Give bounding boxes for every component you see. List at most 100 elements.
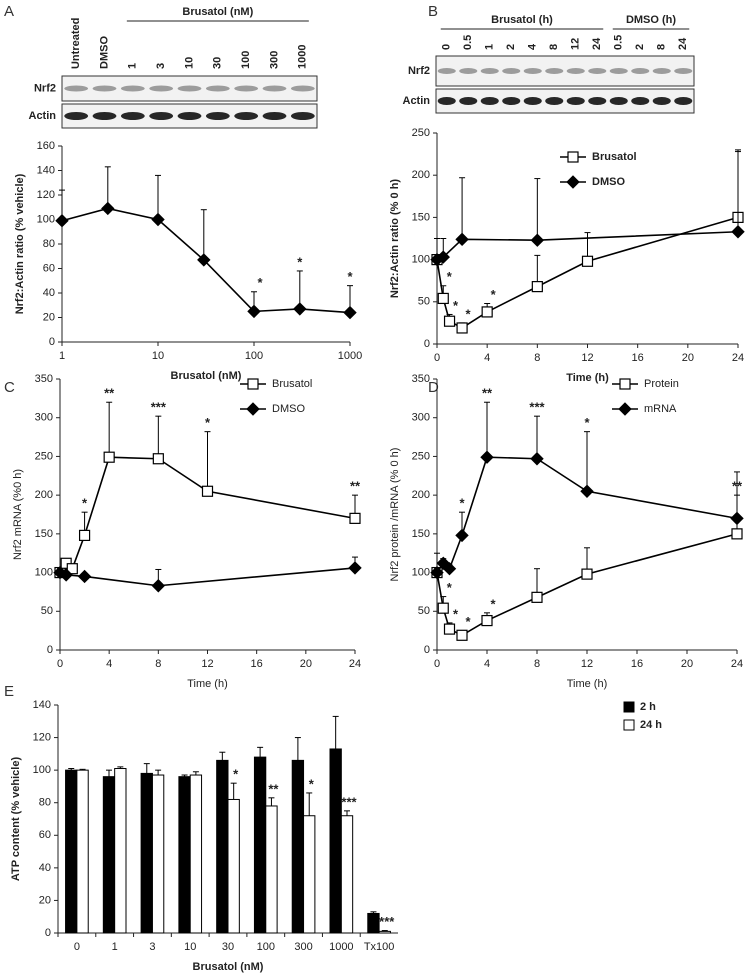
legend-marker [566,175,580,189]
y-tick-label: 300 [35,412,53,424]
marker [443,623,456,635]
y-tick-label: 150 [412,528,430,540]
significance: * [491,287,497,302]
x-tick-label: 24 [731,658,743,670]
y-tick-label: 80 [39,797,51,809]
bar [140,772,153,934]
significance: ** [268,781,279,796]
significance: * [309,776,315,791]
band [674,68,693,74]
significance: * [459,496,465,511]
panel-letter: E [4,683,14,700]
marker [442,561,457,576]
y-tick-label: 100 [37,213,55,225]
y-axis-label: ATP content (% vehicle) [10,757,22,882]
bar [303,815,316,934]
significance: * [453,298,459,313]
band [92,85,117,92]
bar [329,748,342,934]
y-tick-label: 250 [412,127,430,139]
y-tick-label: 120 [37,189,55,201]
y-tick-label: 0 [49,336,55,348]
legend-label: mRNA [644,403,677,415]
lane-label: 30 [212,57,224,69]
legend-label: 24 h [640,719,662,731]
significance: * [257,275,263,290]
x-tick-label: 4 [484,352,490,364]
x-axis-label: Time (h) [566,372,609,384]
group-label: Brusatol (nM) [182,6,253,18]
band [437,68,456,74]
band [437,97,456,105]
bar [65,769,78,934]
significance: ** [104,386,115,401]
x-tick-label: 12 [581,352,593,364]
band [149,85,174,92]
band [459,97,478,105]
band [205,85,230,92]
lane-label: 1 [127,63,139,69]
x-tick-label: 100 [245,350,263,362]
y-tick-label: 200 [412,489,430,501]
lane-label: 1 [484,44,496,50]
bar [178,776,191,934]
band [566,97,585,105]
bar [291,759,305,934]
marker [731,225,745,239]
significance: * [465,614,471,629]
y-tick-label: 0 [424,644,430,656]
marker [481,306,493,318]
band [523,97,542,105]
y-tick-label: 20 [39,894,51,906]
significance: *** [151,400,167,415]
legend-label: DMSO [272,403,305,415]
y-tick-label: 40 [43,287,55,299]
band [262,112,287,120]
significance: * [347,269,353,284]
y-tick-label: 50 [418,296,430,308]
band [234,112,259,120]
y-tick-label: 0 [47,644,53,656]
x-tick-label: 24 [349,658,361,670]
x-tick-label: 1000 [329,941,353,953]
marker [55,214,69,228]
x-tick-label: 8 [534,658,540,670]
y-tick-label: 50 [41,605,53,617]
significance: * [82,496,88,511]
blot-row-label: Nrf2 [34,82,56,94]
significance: * [490,596,496,611]
y-tick-label: 140 [37,164,55,176]
y-tick-label: 40 [39,862,51,874]
x-tick-label: 30 [222,941,234,953]
y-tick-label: 100 [412,254,430,266]
marker [197,253,211,267]
marker [455,528,469,543]
lane-label: 100 [240,51,252,69]
band [290,85,315,92]
legend-label: Protein [644,378,679,390]
marker [531,591,543,603]
marker [430,565,444,580]
x-tick-label: 24 [732,352,744,364]
significance: * [297,254,303,269]
legend-swatch [623,719,635,731]
lane-label: 10 [183,57,195,69]
x-tick-label: 12 [201,658,213,670]
blot-row-label: Nrf2 [408,65,430,77]
marker [103,451,115,463]
bar [114,768,127,934]
lane-label: 4 [527,43,539,50]
bar [253,756,267,934]
x-tick-label: 16 [632,352,644,364]
marker [436,250,450,264]
significance: * [584,415,590,430]
y-tick-label: 200 [412,169,430,181]
marker [101,201,115,216]
significance: * [233,767,239,782]
group-label: Brusatol (h) [491,14,553,26]
x-tick-label: 300 [294,941,312,953]
y-tick-label: 80 [43,238,55,250]
band [674,97,693,105]
x-tick-label: 3 [149,941,155,953]
band [502,68,521,74]
